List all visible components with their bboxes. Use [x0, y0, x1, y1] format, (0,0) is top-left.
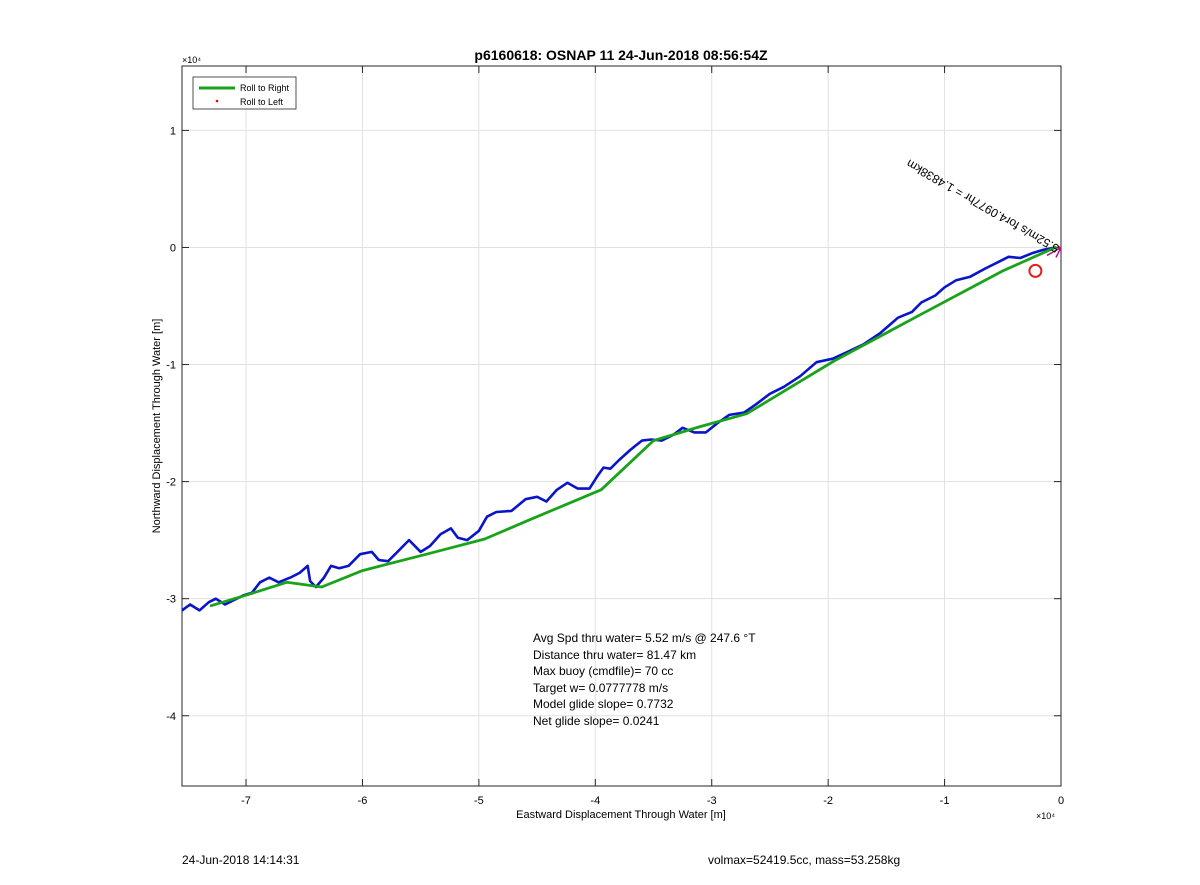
y-tick-label: -4 [166, 711, 176, 723]
chart-title: p6160618: OSNAP 11 24-Jun-2018 08:56:54Z [474, 47, 768, 63]
footer-summary: volmax=52419.5cc, mass=53.258kg [708, 853, 901, 867]
y-axis-label: Northward Displacement Through Water [m] [151, 319, 163, 534]
y-tick-label: -2 [166, 477, 176, 489]
stats-annotation: Avg Spd thru water= 5.52 m/s @ 247.6 °T … [533, 631, 756, 728]
y-tick-label: 0 [170, 242, 176, 254]
trajectory-label: 5.52m/s for4.0977hr = 1.4838km [904, 157, 1061, 256]
x-tick-label: -3 [707, 795, 717, 807]
footer-timestamp: 24-Jun-2018 14:14:31 [182, 853, 300, 867]
x-tick-label: -6 [358, 795, 368, 807]
stats-line: Avg Spd thru water= 5.52 m/s @ 247.6 °T [533, 631, 756, 645]
legend-label-roll-right: Roll to Right [240, 83, 290, 93]
x-tick-label: 0 [1058, 795, 1064, 807]
x-tick-label: -2 [823, 795, 833, 807]
stats-line: Distance thru water= 81.47 km [533, 648, 696, 662]
plot-area-frame [181, 65, 1062, 787]
y-tick-label: -3 [166, 594, 176, 606]
grid [182, 66, 1062, 786]
y-tick-label: -1 [166, 360, 176, 372]
stats-line: Max buoy (cmdfile)= 70 cc [533, 664, 673, 678]
stats-line: Model glide slope= 0.7732 [533, 697, 674, 711]
x-tick-label: -4 [590, 795, 600, 807]
axis-ticks: -7 -6 -5 -4 -3 -2 -1 0 -4 -3 -2 -1 0 1 [166, 66, 1064, 807]
series-group [182, 245, 1061, 612]
stats-line: Target w= 0.0777778 m/s [533, 681, 668, 695]
legend-label-roll-left: Roll to Left [240, 97, 284, 107]
x-axis-label: Eastward Displacement Through Water [m] [516, 809, 726, 821]
x-tick-label: -1 [940, 795, 950, 807]
legend-box [192, 76, 297, 110]
series-line-roll-right [209, 246, 1057, 608]
y-tick-label: 1 [170, 125, 176, 137]
stats-line: Net glide slope= 0.0241 [533, 714, 660, 728]
heading-arrow-icon [1046, 246, 1061, 258]
legend: Roll to Right Roll to Left [192, 76, 297, 110]
legend-dot-roll-left [215, 99, 219, 103]
series-line-track [182, 246, 1057, 612]
y-exponent-label: ×10⁴ [182, 55, 201, 65]
end-marker-circle [1028, 263, 1043, 278]
x-tick-label: -5 [474, 795, 484, 807]
series-lines [182, 245, 1061, 612]
x-tick-label: -7 [241, 795, 251, 807]
x-exponent-label: ×10⁴ [1036, 811, 1055, 821]
